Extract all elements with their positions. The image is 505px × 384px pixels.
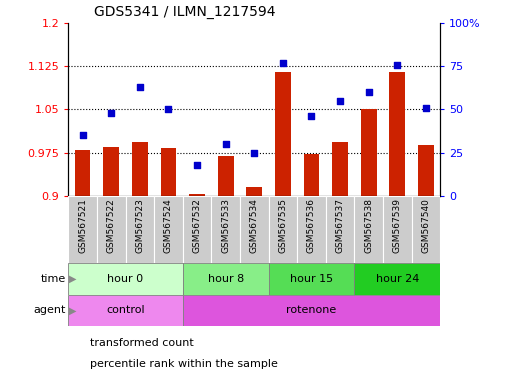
- Bar: [154, 196, 182, 263]
- Bar: [354, 196, 382, 263]
- Text: GSM567539: GSM567539: [392, 198, 401, 253]
- Point: [364, 89, 372, 95]
- Bar: [132, 142, 147, 196]
- Text: transformed count: transformed count: [89, 338, 193, 348]
- Text: percentile rank within the sample: percentile rank within the sample: [89, 359, 277, 369]
- Point: [250, 150, 258, 156]
- Point: [278, 60, 286, 66]
- Point: [192, 162, 200, 168]
- Text: GSM567534: GSM567534: [249, 198, 258, 253]
- Bar: [68, 196, 97, 263]
- Point: [107, 110, 115, 116]
- Text: GSM567523: GSM567523: [135, 198, 144, 253]
- Bar: [303, 154, 319, 196]
- Text: agent: agent: [33, 305, 66, 315]
- Point: [135, 84, 143, 90]
- Point: [164, 106, 172, 113]
- Bar: [182, 263, 268, 295]
- Point: [221, 141, 229, 147]
- Text: GSM567533: GSM567533: [221, 198, 230, 253]
- Bar: [68, 263, 182, 295]
- Point: [335, 98, 343, 104]
- Bar: [325, 196, 354, 263]
- Text: GSM567524: GSM567524: [164, 198, 173, 253]
- Text: hour 0: hour 0: [107, 274, 143, 284]
- Bar: [411, 196, 439, 263]
- Bar: [182, 295, 439, 326]
- Bar: [417, 145, 433, 196]
- Bar: [68, 295, 182, 326]
- Point: [307, 113, 315, 119]
- Bar: [103, 147, 119, 196]
- Bar: [182, 196, 211, 263]
- Bar: [211, 196, 239, 263]
- Bar: [246, 187, 262, 196]
- Bar: [389, 72, 405, 196]
- Bar: [268, 196, 296, 263]
- Text: ▶: ▶: [69, 274, 77, 284]
- Bar: [217, 156, 233, 196]
- Text: GSM567522: GSM567522: [107, 198, 116, 253]
- Text: GSM567536: GSM567536: [307, 198, 315, 253]
- Text: GSM567532: GSM567532: [192, 198, 201, 253]
- Bar: [332, 142, 347, 196]
- Bar: [189, 194, 205, 196]
- Point: [392, 61, 400, 68]
- Bar: [296, 196, 325, 263]
- Bar: [125, 196, 154, 263]
- Text: GDS5341 / ILMN_1217594: GDS5341 / ILMN_1217594: [94, 5, 275, 19]
- Text: rotenone: rotenone: [286, 305, 336, 315]
- Bar: [354, 263, 439, 295]
- Text: hour 15: hour 15: [289, 274, 332, 284]
- Text: time: time: [40, 274, 66, 284]
- Text: hour 8: hour 8: [207, 274, 243, 284]
- Bar: [382, 196, 411, 263]
- Text: GSM567540: GSM567540: [421, 198, 430, 253]
- Bar: [97, 196, 125, 263]
- Bar: [268, 263, 354, 295]
- Bar: [274, 72, 290, 196]
- Bar: [360, 109, 376, 196]
- Text: GSM567535: GSM567535: [278, 198, 287, 253]
- Bar: [239, 196, 268, 263]
- Point: [421, 104, 429, 111]
- Bar: [160, 148, 176, 196]
- Bar: [75, 150, 90, 196]
- Text: GSM567521: GSM567521: [78, 198, 87, 253]
- Text: control: control: [106, 305, 144, 315]
- Text: GSM567538: GSM567538: [364, 198, 373, 253]
- Point: [78, 132, 86, 139]
- Text: ▶: ▶: [69, 305, 77, 315]
- Text: hour 24: hour 24: [375, 274, 418, 284]
- Text: GSM567537: GSM567537: [335, 198, 344, 253]
